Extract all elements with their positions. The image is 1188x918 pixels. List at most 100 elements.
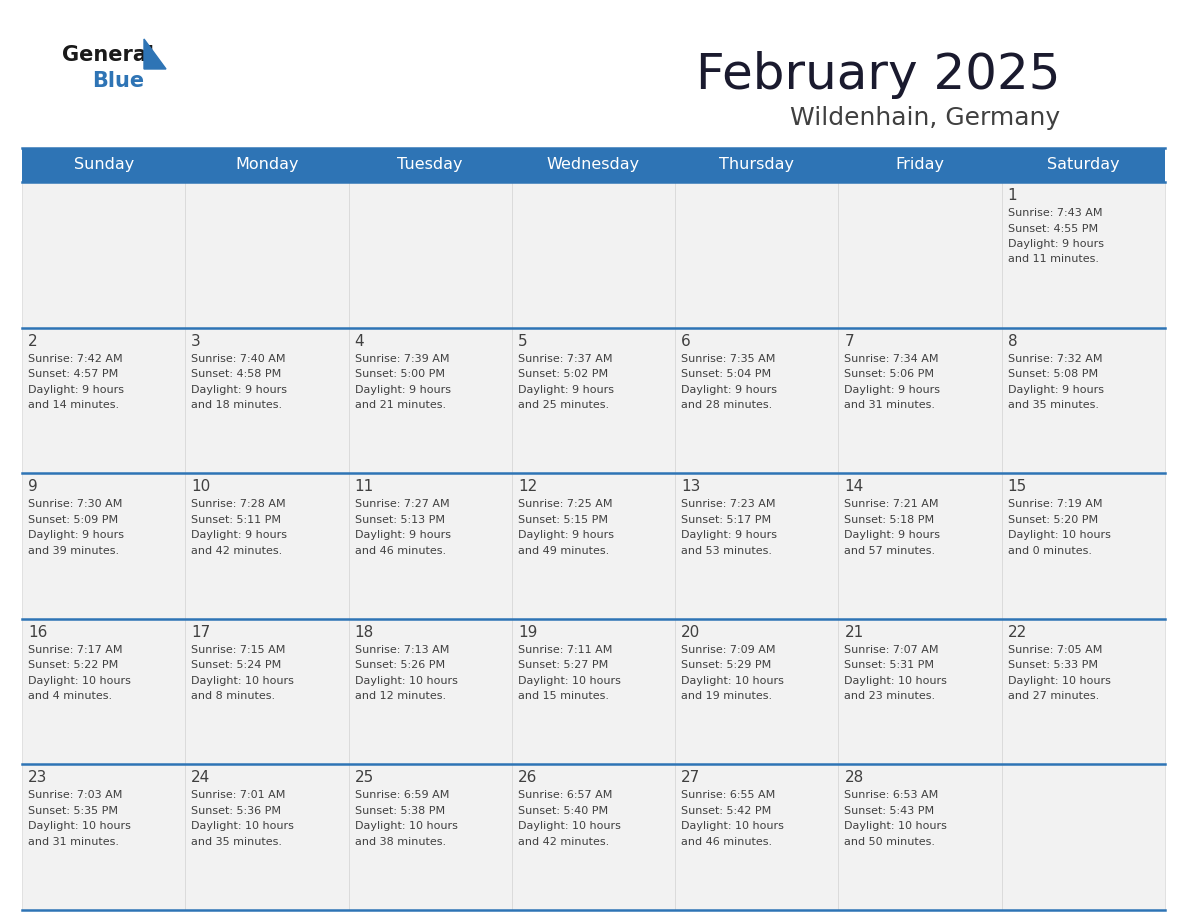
Bar	[675, 148, 839, 182]
Text: Sunrise: 7:13 AM: Sunrise: 7:13 AM	[354, 644, 449, 655]
Text: and 35 minutes.: and 35 minutes.	[1007, 400, 1099, 410]
Polygon shape	[144, 39, 166, 69]
Bar	[675, 328, 839, 473]
Text: Sunrise: 7:03 AM: Sunrise: 7:03 AM	[29, 790, 122, 800]
Text: 13: 13	[681, 479, 701, 494]
Text: Daylight: 9 hours: Daylight: 9 hours	[29, 385, 124, 395]
Bar	[839, 619, 1001, 765]
Bar	[348, 619, 512, 765]
Text: 2: 2	[29, 333, 38, 349]
Text: Daylight: 9 hours: Daylight: 9 hours	[518, 531, 614, 540]
Text: Sunrise: 6:57 AM: Sunrise: 6:57 AM	[518, 790, 612, 800]
Bar	[23, 473, 185, 619]
Text: Sunset: 5:08 PM: Sunset: 5:08 PM	[1007, 369, 1098, 379]
Bar	[348, 182, 512, 328]
Text: Daylight: 10 hours: Daylight: 10 hours	[518, 676, 621, 686]
Text: and 57 minutes.: and 57 minutes.	[845, 545, 936, 555]
Text: and 23 minutes.: and 23 minutes.	[845, 691, 936, 701]
Text: Daylight: 9 hours: Daylight: 9 hours	[681, 385, 777, 395]
Text: 14: 14	[845, 479, 864, 494]
Text: Sunset: 4:57 PM: Sunset: 4:57 PM	[29, 369, 119, 379]
Text: Daylight: 10 hours: Daylight: 10 hours	[191, 676, 295, 686]
Text: February 2025: February 2025	[695, 51, 1060, 99]
Text: and 12 minutes.: and 12 minutes.	[354, 691, 446, 701]
Text: Sunrise: 7:19 AM: Sunrise: 7:19 AM	[1007, 499, 1102, 509]
Text: 11: 11	[354, 479, 374, 494]
Text: Sunset: 5:04 PM: Sunset: 5:04 PM	[681, 369, 771, 379]
Text: Sunrise: 7:01 AM: Sunrise: 7:01 AM	[191, 790, 285, 800]
Bar	[839, 473, 1001, 619]
Bar	[1001, 148, 1165, 182]
Text: and 14 minutes.: and 14 minutes.	[29, 400, 119, 410]
Text: Sunrise: 7:09 AM: Sunrise: 7:09 AM	[681, 644, 776, 655]
Text: Sunset: 4:55 PM: Sunset: 4:55 PM	[1007, 223, 1098, 233]
Text: Sunrise: 7:42 AM: Sunrise: 7:42 AM	[29, 353, 122, 364]
Text: 15: 15	[1007, 479, 1026, 494]
Text: Sunrise: 7:28 AM: Sunrise: 7:28 AM	[191, 499, 286, 509]
Text: Sunrise: 7:11 AM: Sunrise: 7:11 AM	[518, 644, 612, 655]
Text: Sunset: 5:00 PM: Sunset: 5:00 PM	[354, 369, 444, 379]
Bar	[1001, 182, 1165, 328]
Bar	[185, 765, 348, 910]
Bar	[512, 148, 675, 182]
Text: Daylight: 10 hours: Daylight: 10 hours	[681, 822, 784, 832]
Text: Daylight: 9 hours: Daylight: 9 hours	[845, 531, 941, 540]
Text: and 46 minutes.: and 46 minutes.	[681, 837, 772, 847]
Text: Sunrise: 7:35 AM: Sunrise: 7:35 AM	[681, 353, 776, 364]
Text: Sunset: 5:40 PM: Sunset: 5:40 PM	[518, 806, 608, 816]
Text: 23: 23	[29, 770, 48, 786]
Text: Daylight: 10 hours: Daylight: 10 hours	[518, 822, 621, 832]
Text: 24: 24	[191, 770, 210, 786]
Text: Sunset: 5:24 PM: Sunset: 5:24 PM	[191, 660, 282, 670]
Bar	[348, 148, 512, 182]
Bar	[23, 619, 185, 765]
Text: Daylight: 10 hours: Daylight: 10 hours	[29, 822, 131, 832]
Text: and 42 minutes.: and 42 minutes.	[191, 545, 283, 555]
Text: Daylight: 9 hours: Daylight: 9 hours	[518, 385, 614, 395]
Text: and 31 minutes.: and 31 minutes.	[845, 400, 935, 410]
Bar	[675, 473, 839, 619]
Text: and 8 minutes.: and 8 minutes.	[191, 691, 276, 701]
Text: Sunset: 5:43 PM: Sunset: 5:43 PM	[845, 806, 935, 816]
Text: and 49 minutes.: and 49 minutes.	[518, 545, 609, 555]
Text: 4: 4	[354, 333, 365, 349]
Bar	[512, 328, 675, 473]
Text: 16: 16	[29, 625, 48, 640]
Bar	[185, 182, 348, 328]
Bar	[1001, 765, 1165, 910]
Text: 10: 10	[191, 479, 210, 494]
Text: Daylight: 10 hours: Daylight: 10 hours	[845, 822, 947, 832]
Text: Sunrise: 7:05 AM: Sunrise: 7:05 AM	[1007, 644, 1102, 655]
Bar	[185, 328, 348, 473]
Text: Sunset: 5:18 PM: Sunset: 5:18 PM	[845, 515, 935, 525]
Text: and 11 minutes.: and 11 minutes.	[1007, 254, 1099, 264]
Text: Daylight: 10 hours: Daylight: 10 hours	[354, 822, 457, 832]
Bar	[1001, 328, 1165, 473]
Text: and 35 minutes.: and 35 minutes.	[191, 837, 283, 847]
Text: Daylight: 10 hours: Daylight: 10 hours	[1007, 531, 1111, 540]
Text: Sunrise: 7:32 AM: Sunrise: 7:32 AM	[1007, 353, 1102, 364]
Text: Sunset: 5:38 PM: Sunset: 5:38 PM	[354, 806, 444, 816]
Text: 25: 25	[354, 770, 374, 786]
Text: 7: 7	[845, 333, 854, 349]
Text: Daylight: 9 hours: Daylight: 9 hours	[29, 531, 124, 540]
Text: 12: 12	[518, 479, 537, 494]
Text: and 38 minutes.: and 38 minutes.	[354, 837, 446, 847]
Bar	[512, 619, 675, 765]
Text: Daylight: 9 hours: Daylight: 9 hours	[1007, 385, 1104, 395]
Text: and 46 minutes.: and 46 minutes.	[354, 545, 446, 555]
Text: Sunrise: 7:15 AM: Sunrise: 7:15 AM	[191, 644, 285, 655]
Text: and 27 minutes.: and 27 minutes.	[1007, 691, 1099, 701]
Text: 6: 6	[681, 333, 691, 349]
Bar	[1001, 619, 1165, 765]
Text: 9: 9	[29, 479, 38, 494]
Text: Daylight: 9 hours: Daylight: 9 hours	[354, 385, 450, 395]
Text: Sunrise: 7:21 AM: Sunrise: 7:21 AM	[845, 499, 939, 509]
Bar	[512, 182, 675, 328]
Text: Sunset: 5:17 PM: Sunset: 5:17 PM	[681, 515, 771, 525]
Text: Wildenhain, Germany: Wildenhain, Germany	[790, 106, 1060, 130]
Bar	[348, 765, 512, 910]
Bar	[675, 619, 839, 765]
Text: 20: 20	[681, 625, 701, 640]
Text: and 21 minutes.: and 21 minutes.	[354, 400, 446, 410]
